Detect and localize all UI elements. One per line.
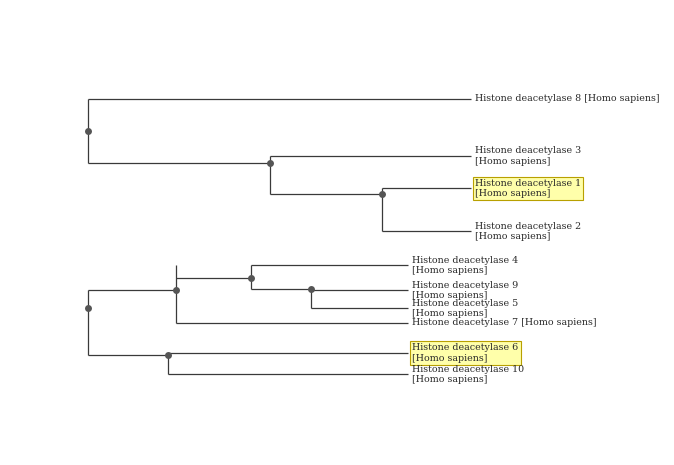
- Text: Histone deacetylase 9
[Homo sapiens]: Histone deacetylase 9 [Homo sapiens]: [412, 280, 518, 300]
- Text: Histone deacetylase 1
[Homo sapiens]: Histone deacetylase 1 [Homo sapiens]: [475, 179, 581, 198]
- Text: Histone deacetylase 5
[Homo sapiens]: Histone deacetylase 5 [Homo sapiens]: [412, 299, 518, 318]
- Text: Histone deacetylase 3
[Homo sapiens]: Histone deacetylase 3 [Homo sapiens]: [475, 146, 581, 166]
- Text: Histone deacetylase 8 [Homo sapiens]: Histone deacetylase 8 [Homo sapiens]: [475, 94, 660, 103]
- Text: Histone deacetylase 2
[Homo sapiens]: Histone deacetylase 2 [Homo sapiens]: [475, 221, 581, 241]
- Text: Histone deacetylase 4
[Homo sapiens]: Histone deacetylase 4 [Homo sapiens]: [412, 256, 518, 275]
- Text: Histone deacetylase 7 [Homo sapiens]: Histone deacetylase 7 [Homo sapiens]: [412, 318, 597, 327]
- Text: Histone deacetylase 6
[Homo sapiens]: Histone deacetylase 6 [Homo sapiens]: [412, 343, 518, 363]
- Text: Histone deacetylase 10
[Homo sapiens]: Histone deacetylase 10 [Homo sapiens]: [412, 365, 524, 384]
